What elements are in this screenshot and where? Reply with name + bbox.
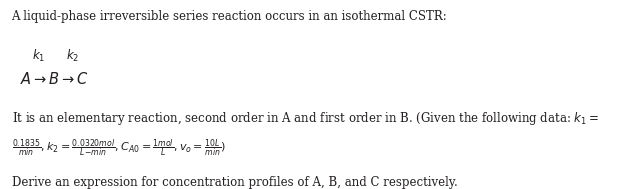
Text: $k_2$: $k_2$ xyxy=(66,48,79,64)
Text: Derive an expression for concentration profiles of A, B, and C respectively.: Derive an expression for concentration p… xyxy=(12,176,457,189)
Text: $k_1$: $k_1$ xyxy=(32,48,45,64)
Text: $\frac{0.1835}{min}$$,k_2=\frac{0.0320mol}{L\mathrm{-}min}$$,C_{A0}=\frac{1mol}{: $\frac{0.1835}{min}$$,k_2=\frac{0.0320mo… xyxy=(12,138,225,160)
Text: A liquid-phase irreversible series reaction occurs in an isothermal CSTR:: A liquid-phase irreversible series react… xyxy=(12,10,447,23)
Text: $A \rightarrow B \rightarrow C$: $A \rightarrow B \rightarrow C$ xyxy=(20,71,90,87)
Text: It is an elementary reaction, second order in A and first order in B. (Given the: It is an elementary reaction, second ord… xyxy=(12,110,599,127)
